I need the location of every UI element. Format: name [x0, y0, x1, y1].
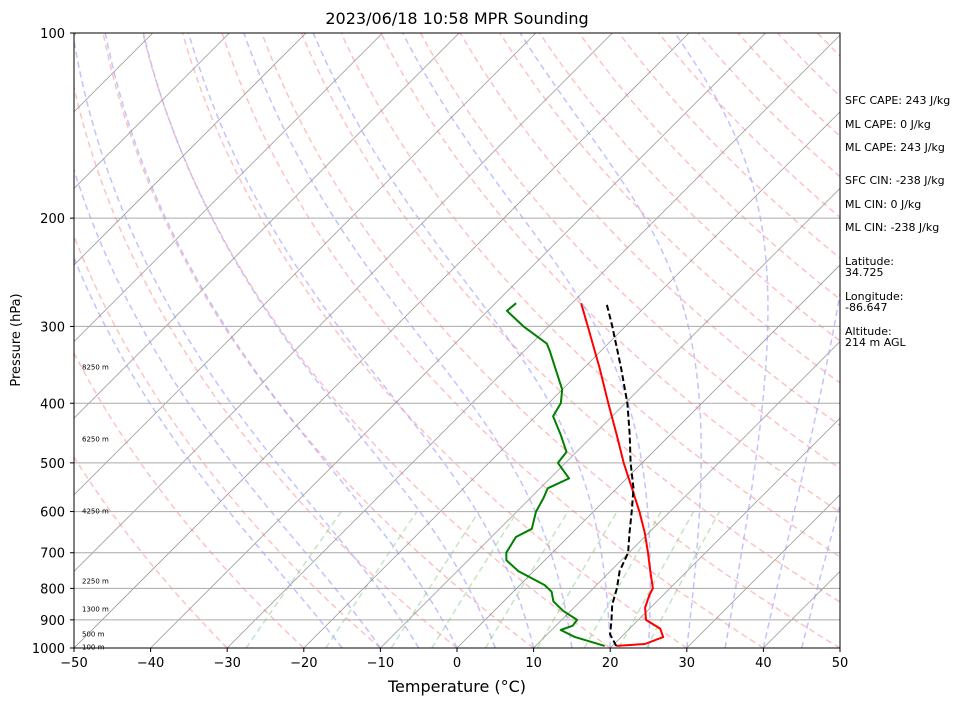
- isotherm-line: [226, 34, 840, 648]
- height-label: 6250 m: [82, 435, 109, 443]
- moist-adiabat-line: [142, 33, 496, 648]
- y-tick-label: 500: [40, 457, 65, 472]
- y-tick-label: 100: [40, 27, 65, 42]
- ml-cin-text-2: ML CIN: -238 J/kg: [845, 221, 940, 234]
- y-tick-label: 200: [40, 212, 65, 227]
- x-axis-label: Temperature (°C): [387, 677, 526, 696]
- mixing-ratio-line: [245, 511, 342, 648]
- dry-adiabat-line: [181, 33, 688, 648]
- isotherm-line: [74, 33, 307, 266]
- dry-adiabat-line: [142, 33, 611, 648]
- moist-adiabat-line: [800, 502, 840, 648]
- dry-adiabat-line: [261, 33, 840, 648]
- sfc-cin-text: SFC CIN: -238 J/kg: [845, 174, 945, 187]
- altitude-text: Altitude: 214 m AGL: [845, 325, 906, 349]
- isotherm-line: [74, 33, 690, 648]
- x-tick-label: 10: [525, 656, 542, 671]
- ml-cape-text-2: ML CAPE: 243 J/kg: [845, 141, 945, 154]
- moist-adiabat-line: [401, 33, 652, 648]
- x-tick-label: 20: [602, 656, 619, 671]
- latitude-text: Latitude: 34.725: [845, 255, 894, 279]
- moist-adiabat-line: [762, 289, 840, 648]
- isotherm-line: [380, 187, 840, 648]
- x-tick-label: −40: [137, 656, 164, 671]
- moist-adiabat-line: [243, 33, 573, 648]
- isotherm-line: [303, 111, 840, 648]
- x-tick-label: 40: [755, 656, 772, 671]
- mixing-ratio-line: [484, 511, 569, 648]
- x-tick-label: 30: [679, 656, 696, 671]
- isotherm-line: [74, 33, 460, 419]
- dry-adiabat-line: [74, 84, 458, 648]
- x-tick-label: −10: [367, 656, 394, 671]
- moist-adiabat-line: [74, 36, 420, 648]
- moist-adiabat-line: [74, 255, 343, 648]
- isotherm-line: [74, 33, 230, 189]
- y-tick-label: 600: [40, 506, 65, 521]
- isotherm-line: [456, 264, 840, 648]
- ml-cin-text: ML CIN: 0 J/kg: [845, 198, 922, 211]
- temperature-trace: [580, 302, 665, 647]
- dry-adiabat-line: [221, 33, 764, 648]
- parcel-trace: [605, 302, 635, 647]
- isotherm-line: [74, 33, 383, 343]
- dry-adiabat-line: [578, 33, 840, 301]
- sfc-cape-text: SFC CAPE: 243 J/kg: [845, 94, 951, 107]
- axes: 8250 m 6250 m 4250 m 2250 m 1300 m 500 m 100 m…: [32, 27, 848, 671]
- dry-adiabat-line: [74, 234, 381, 648]
- isotherm-line: [150, 33, 766, 648]
- y-tick-label: 900: [40, 614, 65, 629]
- x-tick-label: −20: [290, 656, 317, 671]
- x-tick-label: 50: [832, 656, 849, 671]
- mixing-ratio-line: [431, 511, 518, 648]
- moist-adiabat-line: [312, 33, 611, 648]
- height-label: 1300 m: [82, 605, 109, 613]
- moist-adiabat-line: [519, 33, 702, 648]
- moist-adiabat-line: [187, 33, 535, 648]
- moist-adiabat-line: [74, 167, 382, 648]
- dry-adiabat-line: [74, 351, 305, 648]
- mixing-ratio-line: [536, 511, 618, 648]
- isotherm-line: [533, 341, 840, 648]
- y-tick-label: 800: [40, 582, 65, 597]
- y-tick-label: 400: [40, 397, 65, 412]
- isotherm-line: [74, 33, 537, 496]
- height-label: 100 m: [82, 643, 105, 651]
- longitude-text: Longitude: -86.647: [845, 290, 904, 314]
- isotherm-line: [686, 494, 840, 648]
- sounding-traces: [505, 302, 665, 647]
- dry-adiabat-line: [102, 33, 535, 648]
- height-label: 500 m: [82, 630, 105, 638]
- ml-cape-text: ML CAPE: 0 J/kg: [845, 118, 931, 131]
- mixing-ratio-line: [645, 511, 721, 648]
- moist-adiabat-line: [104, 33, 458, 648]
- height-label: 2250 m: [82, 578, 109, 586]
- isotherm-line: [609, 417, 840, 648]
- y-tick-label: 700: [40, 547, 65, 562]
- isotherm-line: [74, 33, 613, 572]
- height-label: 8250 m: [82, 364, 109, 372]
- chart-title: 2023/06/18 10:58 MPR Sounding: [325, 9, 588, 28]
- x-tick-label: 0: [453, 656, 461, 671]
- y-tick-label: 1000: [32, 642, 65, 657]
- y-tick-label: 300: [40, 320, 65, 335]
- mixing-ratio-line: [325, 511, 418, 648]
- moist-adiabat-line: [674, 33, 769, 648]
- x-tick-label: −30: [213, 656, 240, 671]
- x-tick-label: −50: [60, 656, 87, 671]
- height-label: 4250 m: [82, 508, 109, 516]
- background-lines: [74, 33, 840, 648]
- y-axis-label: Pressure (hPa): [9, 293, 24, 386]
- dewpoint-trace: [505, 302, 605, 647]
